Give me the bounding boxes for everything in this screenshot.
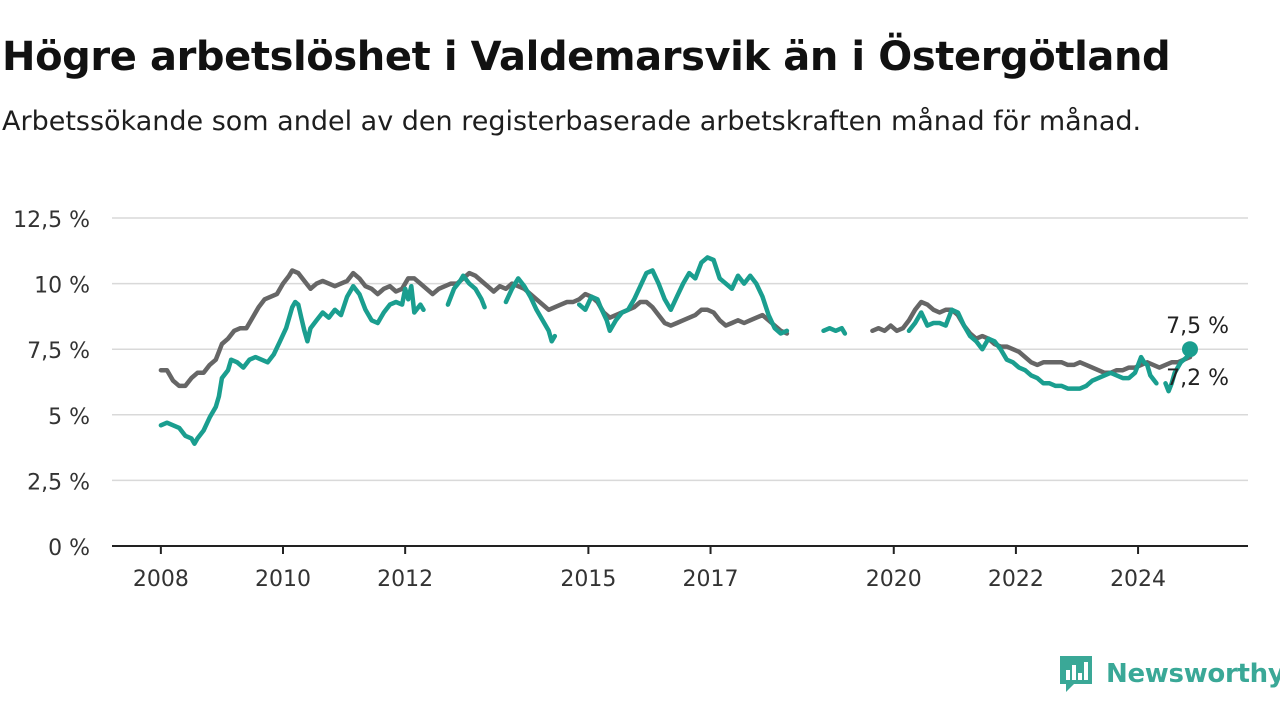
valdemarsvik-end-marker <box>1181 341 1198 358</box>
x-tick-label: 2024 <box>1110 567 1166 592</box>
chart-grid <box>112 217 1248 482</box>
y-tick-label: 2,5 % <box>27 470 90 495</box>
x-tick-label: 2010 <box>255 567 311 592</box>
x-tick-label: 2008 <box>133 567 189 592</box>
series-line-valdemarsvik <box>1163 346 1193 394</box>
ostergotland-end-label: 7,2 % <box>1166 366 1229 391</box>
x-tick-label: 2017 <box>683 567 739 592</box>
x-tick-label: 2020 <box>866 567 922 592</box>
newsworthy-brand-name: Newsworthy <box>1106 659 1280 689</box>
y-tick-label: 12,5 % <box>13 208 90 233</box>
chart-series <box>158 255 1193 446</box>
y-axis-tick-labels: 0 % 2,5 % 5 % 7,5 % 10 % 12,5 % <box>13 208 90 561</box>
chart-annotations: 7,5 % 7,2 % <box>1166 314 1229 391</box>
series-line-valdemarsvik <box>906 307 1159 391</box>
y-tick-label: 10 % <box>34 274 90 299</box>
series-line-valdemarsvik <box>821 325 848 336</box>
x-tick-label: 2015 <box>560 567 616 592</box>
series-line-valdemarsvik <box>576 255 790 336</box>
series-line-valdemarsvik <box>503 276 558 344</box>
x-tick-label: 2012 <box>377 567 433 592</box>
chart-subtitle: Arbetssökande som andel av den registerb… <box>2 106 1142 137</box>
newsworthy-logo-icon <box>1060 656 1092 692</box>
chart-title: Högre arbetslöshet i Valdemarsvik än i Ö… <box>2 34 1171 80</box>
valdemarsvik-end-label: 7,5 % <box>1166 314 1229 339</box>
y-tick-label: 0 % <box>48 536 90 561</box>
y-tick-label: 5 % <box>48 405 90 430</box>
y-tick-label: 7,5 % <box>27 339 90 364</box>
series-line-valdemarsvik <box>158 283 426 446</box>
series-line-valdemarsvik <box>445 273 487 310</box>
series-line-östergötland <box>158 268 790 389</box>
newsworthy-logo[interactable]: Newsworthy <box>1058 654 1280 694</box>
x-tick-label: 2022 <box>988 567 1044 592</box>
x-axis: 2008 2010 2012 2015 2017 2020 2022 2024 <box>112 545 1248 592</box>
